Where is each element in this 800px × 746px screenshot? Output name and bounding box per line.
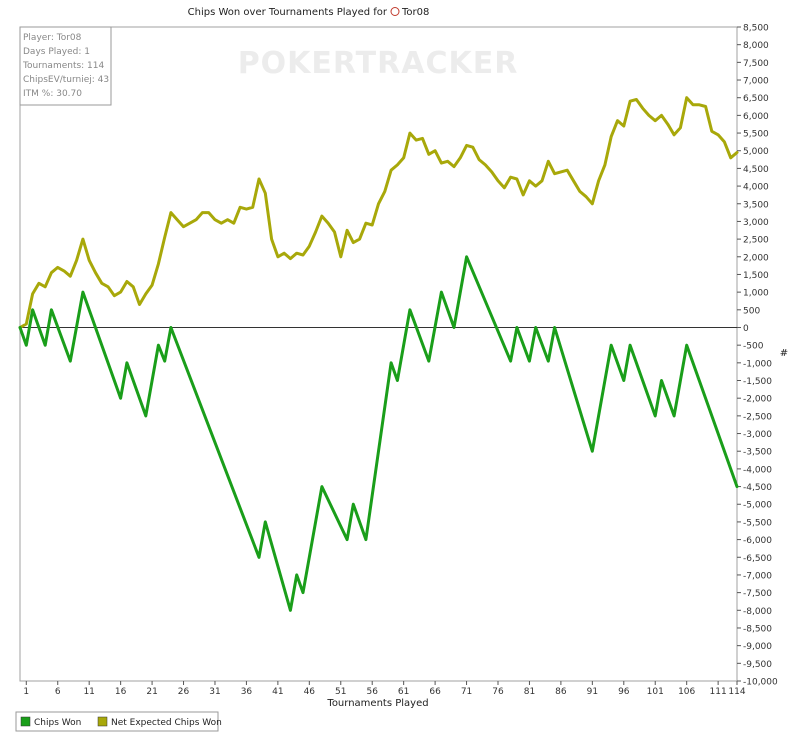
y-axis-label: # bbox=[780, 348, 788, 359]
legend-frame bbox=[15, 711, 219, 732]
x-tick-label: 1 bbox=[23, 687, 29, 697]
player-flag-icon bbox=[390, 7, 400, 16]
x-tick-label: 46 bbox=[304, 687, 316, 697]
info-chips-ev: ChipsEV/turniej: 43 bbox=[23, 75, 109, 85]
info-player: Player: Tor08 bbox=[23, 33, 82, 43]
y-tick-label: -9,000 bbox=[743, 642, 772, 652]
chart-title-player: Tor08 bbox=[401, 7, 429, 18]
y-tick-label: 1,000 bbox=[743, 289, 769, 299]
x-tick-label: 26 bbox=[178, 687, 190, 697]
y-tick-label: -2,500 bbox=[743, 412, 772, 422]
x-tick-label: 114 bbox=[728, 687, 745, 697]
y-tick-label: -7,500 bbox=[743, 589, 772, 599]
watermark-logo: POKERTRACKER bbox=[238, 46, 519, 81]
info-box: Player: Tor08 Days Played: 1 Tournaments… bbox=[19, 26, 112, 106]
legend: Chips Won Net Expected Chips Won bbox=[15, 711, 222, 732]
y-tick-label: -6,000 bbox=[743, 536, 772, 546]
chart-title: Chips Won over Tournaments Played for bbox=[188, 7, 388, 18]
y-tick-label: 6,500 bbox=[743, 94, 769, 104]
y-tick-label: 8,000 bbox=[743, 41, 769, 51]
x-tick-label: 31 bbox=[209, 687, 220, 697]
y-tick-label: -9,500 bbox=[743, 660, 772, 670]
y-tick-label: -4,500 bbox=[743, 483, 772, 493]
x-tick-label: 56 bbox=[366, 687, 378, 697]
info-days-played: Days Played: 1 bbox=[23, 47, 90, 57]
legend-label-net-expected: Net Expected Chips Won bbox=[111, 718, 222, 728]
x-tick-label: 66 bbox=[429, 687, 441, 697]
x-tick-label: 91 bbox=[587, 687, 598, 697]
y-tick-label: 4,000 bbox=[743, 183, 769, 193]
info-box-frame bbox=[19, 26, 112, 106]
y-tick-label: 2,500 bbox=[743, 236, 769, 246]
y-tick-label: -4,000 bbox=[743, 465, 772, 475]
y-tick-label: 3,500 bbox=[743, 200, 769, 210]
x-tick-label: 61 bbox=[398, 687, 409, 697]
x-tick-label: 6 bbox=[55, 687, 61, 697]
x-tick-label: 101 bbox=[647, 687, 664, 697]
y-tick-label: 2,000 bbox=[743, 253, 769, 263]
y-tick-label: 3,000 bbox=[743, 218, 769, 228]
y-tick-label: 6,000 bbox=[743, 112, 769, 122]
y-tick-label: 1,500 bbox=[743, 271, 769, 281]
legend-label-chips-won: Chips Won bbox=[34, 718, 81, 728]
x-tick-label: 21 bbox=[146, 687, 157, 697]
series-layer bbox=[18, 96, 739, 612]
x-tick-label: 111 bbox=[710, 687, 727, 697]
info-itm: ITM %: 30.70 bbox=[23, 89, 82, 99]
y-tick-label: -500 bbox=[743, 342, 764, 352]
x-tick-label: 96 bbox=[618, 687, 630, 697]
y-tick-label: -7,000 bbox=[743, 571, 772, 581]
x-tick-label: 51 bbox=[335, 687, 346, 697]
info-tournaments: Tournaments: 114 bbox=[22, 61, 105, 71]
y-tick-label: 5,000 bbox=[743, 147, 769, 157]
y-axis: 8,500 8,000 7,500 7,000 6,500 6,000 5,500 5,000… bbox=[737, 24, 778, 688]
x-tick-label: 76 bbox=[492, 687, 504, 697]
series-line-chips-won bbox=[18, 255, 739, 612]
x-tick-label: 86 bbox=[555, 687, 567, 697]
x-tick-label: 81 bbox=[524, 687, 535, 697]
x-tick-label: 106 bbox=[678, 687, 695, 697]
x-tick-label: 11 bbox=[83, 687, 94, 697]
y-tick-label: -8,500 bbox=[743, 624, 772, 634]
x-axis-label: Tournaments Played bbox=[326, 698, 428, 709]
series-line-net-expected-chips-won bbox=[18, 96, 739, 329]
y-tick-label: 0 bbox=[743, 324, 749, 334]
y-tick-label: -3,000 bbox=[743, 430, 772, 440]
plot-area bbox=[19, 26, 738, 682]
y-tick-label: -2,000 bbox=[743, 395, 772, 405]
y-tick-label: 4,500 bbox=[743, 165, 769, 175]
y-tick-label: -10,000 bbox=[743, 678, 778, 688]
y-tick-label: -5,500 bbox=[743, 518, 772, 528]
legend-swatch-net-expected bbox=[97, 716, 108, 727]
y-tick-label: 5,500 bbox=[743, 130, 769, 140]
x-tick-label: 41 bbox=[272, 687, 283, 697]
y-tick-label: -1,500 bbox=[743, 377, 772, 387]
x-tick-label: 36 bbox=[241, 687, 253, 697]
y-tick-label: 8,500 bbox=[743, 24, 769, 34]
x-axis: 1 6 11 16 21 26 31 36 41 46 51 56 61 66 71 76 81 86 91 96 10… bbox=[23, 681, 746, 697]
y-tick-label: -6,500 bbox=[743, 554, 772, 564]
y-tick-label: -3,500 bbox=[743, 448, 772, 458]
y-tick-label: -8,000 bbox=[743, 607, 772, 617]
y-tick-label: -1,000 bbox=[743, 359, 772, 369]
x-tick-label: 16 bbox=[115, 687, 127, 697]
legend-swatch-chips-won bbox=[20, 716, 31, 727]
y-tick-label: 7,000 bbox=[743, 77, 769, 87]
x-tick-label: 71 bbox=[461, 687, 472, 697]
y-tick-label: 7,500 bbox=[743, 59, 769, 69]
y-tick-label: 500 bbox=[743, 306, 760, 316]
y-tick-label: -5,000 bbox=[743, 501, 772, 511]
